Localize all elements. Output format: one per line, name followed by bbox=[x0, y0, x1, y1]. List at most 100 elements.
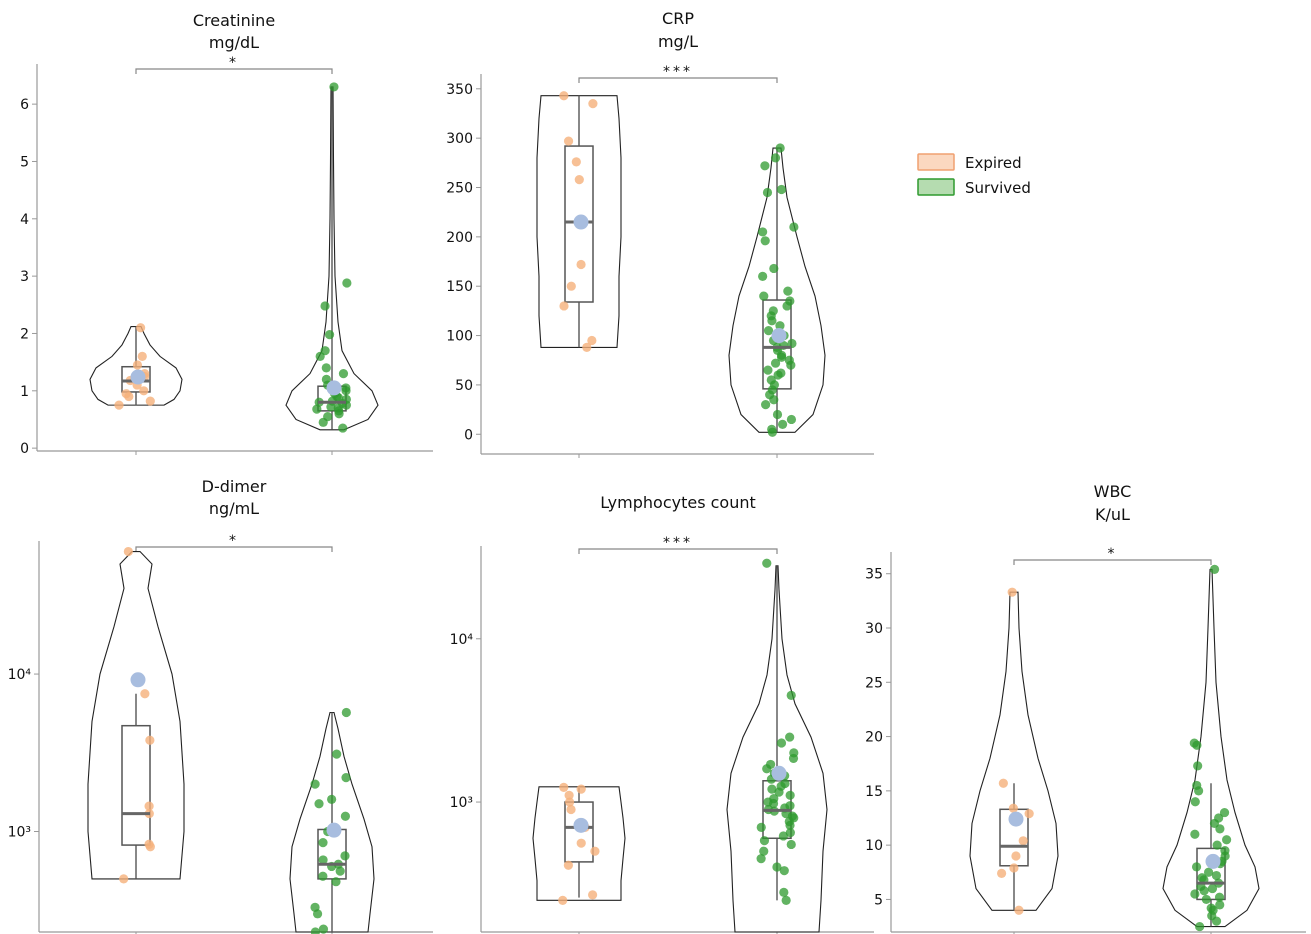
data-point bbox=[132, 360, 143, 370]
data-point bbox=[1215, 900, 1225, 910]
data-point bbox=[1014, 905, 1024, 915]
data-point bbox=[1222, 835, 1232, 845]
data-point bbox=[335, 866, 345, 876]
violin-outline bbox=[726, 565, 828, 933]
data-point bbox=[588, 99, 598, 109]
data-point bbox=[1211, 870, 1222, 881]
data-point bbox=[588, 890, 598, 900]
data-point bbox=[785, 827, 795, 838]
significance-bracket bbox=[135, 68, 333, 74]
data-point bbox=[1214, 892, 1225, 902]
data-point bbox=[310, 779, 320, 789]
significance-label: *** bbox=[663, 535, 693, 551]
data-point bbox=[145, 735, 155, 745]
mean-point bbox=[326, 822, 342, 838]
data-point bbox=[780, 778, 790, 789]
y-tick-label: 50 bbox=[455, 378, 473, 394]
data-point bbox=[785, 801, 795, 811]
legend-label-expired: Expired bbox=[965, 154, 1022, 172]
panel-title-line: mg/L bbox=[658, 32, 698, 51]
group-survived bbox=[1162, 564, 1260, 932]
iqr-box bbox=[564, 801, 594, 863]
mean-point bbox=[1205, 853, 1221, 869]
data-point bbox=[566, 804, 576, 815]
data-point bbox=[756, 854, 766, 864]
data-point bbox=[767, 424, 777, 434]
panel-0: Creatinine mg/dL 0 1 2 3 4 5 6 * bbox=[20, 11, 433, 457]
data-point bbox=[576, 838, 586, 848]
data-point bbox=[762, 187, 773, 198]
y-tick-label: 10³ bbox=[450, 795, 473, 811]
data-point bbox=[776, 738, 787, 748]
group-expired bbox=[536, 91, 622, 353]
y-tick-label: 150 bbox=[446, 279, 473, 295]
y-tick-label: 25 bbox=[865, 675, 883, 691]
data-point bbox=[1008, 803, 1018, 813]
y-tick-label: 30 bbox=[865, 621, 883, 637]
data-point bbox=[763, 326, 774, 336]
data-point bbox=[785, 296, 795, 306]
data-point bbox=[1193, 761, 1203, 771]
data-point bbox=[998, 778, 1008, 788]
y-tick-label: 1 bbox=[20, 384, 29, 400]
y-tick-label: 0 bbox=[20, 441, 29, 457]
data-point bbox=[786, 414, 797, 425]
y-tick-label: 200 bbox=[446, 230, 473, 246]
data-point bbox=[1009, 863, 1019, 873]
y-tick-label: 2 bbox=[20, 326, 29, 342]
data-point bbox=[758, 227, 768, 237]
significance-label: * bbox=[229, 55, 239, 71]
data-point bbox=[140, 689, 150, 699]
data-point bbox=[765, 759, 776, 770]
significance-bracket bbox=[135, 546, 333, 552]
data-point bbox=[342, 278, 352, 288]
data-point bbox=[310, 927, 320, 934]
data-point bbox=[772, 409, 783, 420]
legend-swatch-survived bbox=[917, 178, 955, 196]
data-point bbox=[341, 383, 351, 393]
data-point bbox=[758, 271, 768, 281]
panel-title-line: Creatinine bbox=[193, 11, 275, 30]
data-point bbox=[323, 412, 333, 422]
data-point bbox=[1195, 921, 1205, 932]
y-tick-label: 4 bbox=[20, 212, 29, 228]
data-point bbox=[770, 153, 781, 163]
data-point bbox=[590, 846, 600, 856]
data-point bbox=[1190, 797, 1200, 807]
data-point bbox=[775, 143, 785, 153]
data-point bbox=[338, 423, 348, 433]
data-point bbox=[769, 793, 779, 804]
data-point bbox=[772, 862, 782, 872]
y-tick-label: 100 bbox=[446, 329, 473, 345]
violin-outline bbox=[728, 147, 826, 433]
data-point bbox=[1190, 889, 1200, 899]
mean-point bbox=[130, 369, 146, 385]
data-point bbox=[571, 157, 581, 167]
data-point bbox=[1189, 738, 1199, 748]
data-point bbox=[318, 924, 329, 934]
violin-outline bbox=[536, 95, 622, 348]
violin-outline bbox=[969, 591, 1059, 911]
data-point bbox=[1197, 873, 1207, 883]
data-point bbox=[1220, 845, 1230, 856]
data-point bbox=[759, 846, 769, 856]
data-point bbox=[1203, 867, 1214, 877]
panel-1: CRP mg/L 0 50 100 150 200 250 300 350 *** bbox=[446, 9, 874, 458]
group-expired bbox=[89, 323, 183, 410]
significance-bracket bbox=[1013, 559, 1212, 565]
data-point bbox=[779, 887, 789, 897]
data-point bbox=[123, 546, 133, 557]
mean-point bbox=[771, 765, 787, 781]
data-point bbox=[563, 860, 573, 870]
data-point bbox=[321, 363, 331, 373]
data-point bbox=[784, 355, 794, 365]
y-tick-label: 10⁴ bbox=[8, 667, 32, 683]
y-tick-label: 10 bbox=[865, 838, 883, 854]
y-tick-label: 300 bbox=[446, 131, 473, 147]
group-survived bbox=[728, 143, 826, 437]
data-point bbox=[327, 794, 337, 804]
violin-outline bbox=[289, 711, 375, 933]
panel-title-line: Lymphocytes count bbox=[600, 493, 756, 512]
data-point bbox=[321, 374, 332, 384]
data-point bbox=[775, 321, 785, 331]
